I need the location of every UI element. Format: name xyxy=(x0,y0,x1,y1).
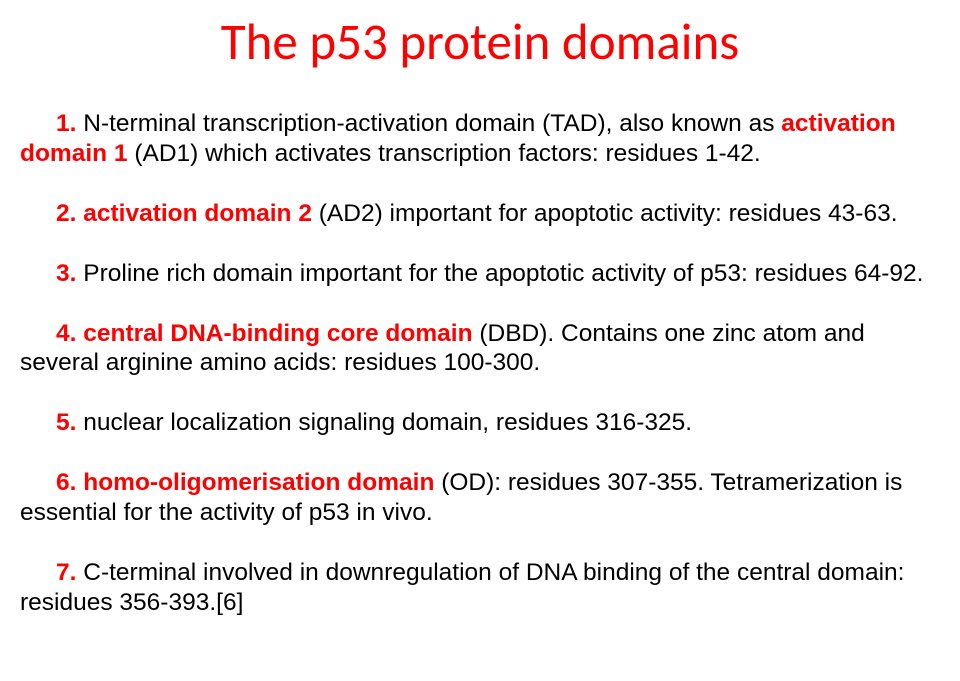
list-item: 3. Proline rich domain important for the… xyxy=(20,259,940,289)
list-item: 1. N-terminal transcription-activation d… xyxy=(20,109,940,169)
slide-body: 1. N-terminal transcription-activation d… xyxy=(20,109,940,618)
body-text: nuclear localization signaling domain, r… xyxy=(76,409,692,436)
list-item: 6. homo-oligomerisation domain (OD): res… xyxy=(20,468,940,528)
list-item: 2. activation domain 2 (AD2) important f… xyxy=(20,199,940,229)
list-item: 5. nuclear localization signaling domain… xyxy=(20,408,940,438)
slide-title: The p53 protein domains xyxy=(20,10,940,73)
body-text: (AD1) which activates transcription fact… xyxy=(128,140,761,167)
highlight-text: 4. central DNA-binding core domain xyxy=(56,320,479,347)
list-item: 4. central DNA-binding core domain (DBD)… xyxy=(20,319,940,379)
body-text: (AD2) important for apoptotic activity: … xyxy=(312,200,898,227)
highlight-text: 3. xyxy=(56,260,76,287)
highlight-text: 1. xyxy=(56,110,76,137)
slide: The p53 protein domains 1. N-terminal tr… xyxy=(0,0,960,681)
body-text: C-terminal involved in downregulation of… xyxy=(20,559,904,616)
body-text: N-terminal transcription-activation doma… xyxy=(76,110,781,137)
highlight-text: 6. homo-oligomerisation domain xyxy=(56,469,441,496)
highlight-text: 2. activation domain 2 xyxy=(56,200,312,227)
list-item: 7. C-terminal involved in downregulation… xyxy=(20,558,940,618)
highlight-text: 5. xyxy=(56,409,76,436)
body-text: Proline rich domain important for the ap… xyxy=(76,260,923,287)
highlight-text: 7. xyxy=(56,559,76,586)
